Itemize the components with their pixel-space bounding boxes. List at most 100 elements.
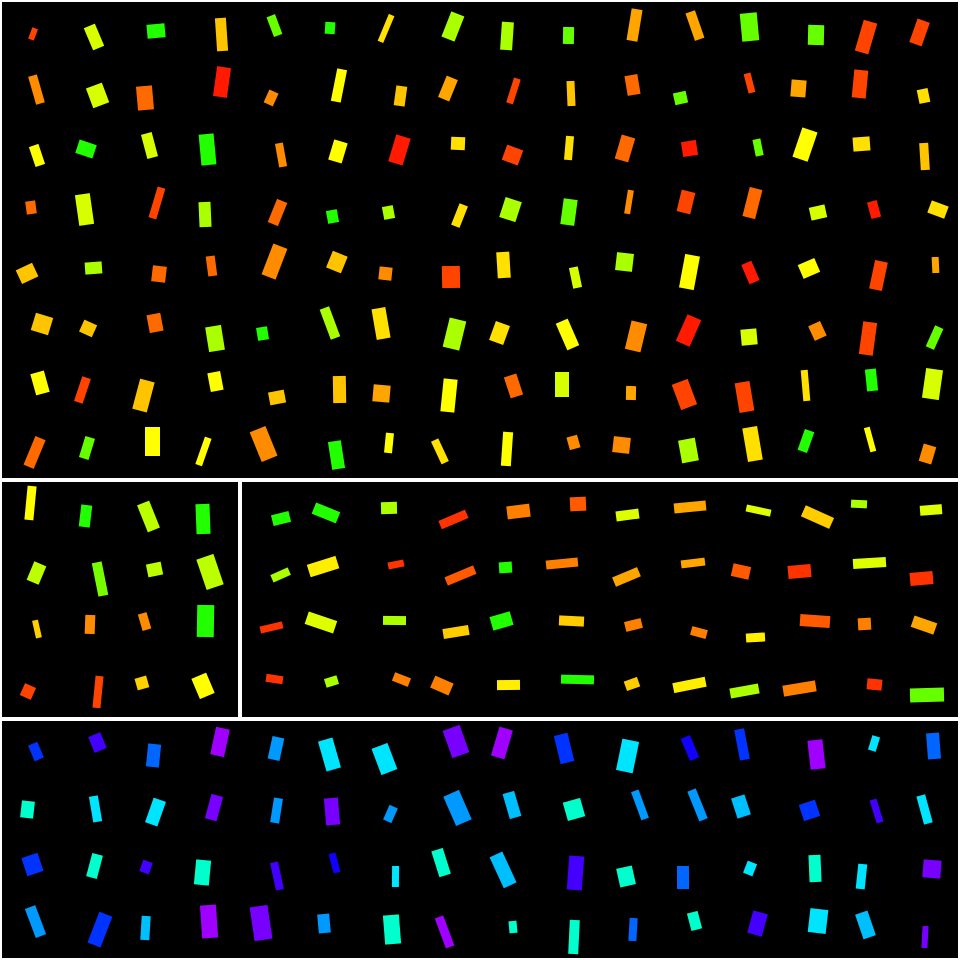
bar-middle-left-r4-c4	[190, 673, 214, 700]
bar-top-r4-c2	[75, 193, 95, 227]
bar-top-r6-c13	[740, 328, 758, 346]
bar-top-r2-c1	[28, 73, 46, 105]
bar-middle-right-r1-c5	[506, 503, 532, 520]
bar-middle-left-r3-c2	[84, 614, 96, 634]
bar-bottom-r1-c10	[553, 732, 574, 764]
bar-bottom-r3-c8	[431, 847, 451, 877]
bar-middle-right-r1-c9	[745, 504, 772, 517]
bar-top-r5-c11	[615, 251, 635, 272]
bar-top-r3-c6	[327, 139, 348, 163]
bar-bottom-r2-c7	[383, 804, 399, 823]
bar-bottom-r2-c4	[205, 793, 223, 821]
bar-top-r5-c16	[931, 257, 940, 274]
bar-bottom-r2-c2	[88, 795, 102, 823]
bar-top-r7-c2	[73, 376, 91, 404]
bar-middle-right-r3-c10	[799, 614, 830, 629]
bar-top-r5-c2	[84, 261, 103, 276]
bar-bottom-r2-c10	[562, 797, 585, 822]
bar-top-r8-c5	[249, 426, 278, 462]
bar-middle-right-r4-c7	[623, 676, 640, 691]
bar-middle-right-r2-c7	[611, 566, 641, 587]
bar-top-r7-c9	[504, 373, 523, 399]
bar-top-r8-c12	[678, 437, 699, 464]
bar-top-r3-c3	[141, 132, 159, 160]
bar-middle-right-r2-c8	[680, 557, 706, 568]
bar-top-r7-c16	[921, 368, 943, 401]
bar-middle-right-r1-c8	[673, 500, 706, 513]
middle-left-bar-field	[2, 482, 238, 717]
bar-top-r6-c4	[204, 324, 225, 352]
bar-top-r2-c7	[393, 85, 408, 107]
bar-middle-right-r2-c11	[852, 556, 887, 569]
bar-middle-right-r4-c2	[323, 674, 339, 688]
bar-top-r3-c16	[919, 143, 931, 171]
bar-top-r5-c6	[326, 250, 348, 273]
bar-middle-left-r3-c3	[137, 611, 152, 631]
bar-middle-right-r3-c1	[259, 621, 284, 634]
bar-bottom-r2-c5	[269, 797, 283, 825]
bar-middle-left-r2-c4	[196, 554, 224, 591]
bar-middle-left-r4-c1	[19, 683, 36, 700]
bar-top-r7-c1	[29, 370, 49, 396]
bar-top-r2-c9	[505, 76, 521, 104]
bar-top-r1-c3	[146, 23, 165, 39]
bar-bottom-r2-c12	[686, 788, 707, 822]
bar-top-r6-c11	[625, 320, 648, 353]
bar-top-r1-c7	[377, 13, 395, 44]
bar-top-r1-c13	[740, 12, 760, 42]
bar-bottom-r2-c1	[19, 800, 35, 819]
bar-top-r3-c14	[792, 127, 817, 162]
bar-middle-right-r2-c5	[498, 561, 512, 574]
bar-bottom-r2-c11	[630, 790, 649, 821]
bar-middle-right-r3-c3	[383, 615, 407, 625]
bar-bottom-r4-c9	[508, 921, 519, 935]
bar-middle-left-r4-c2	[92, 675, 105, 709]
bar-bottom-r4-c10	[567, 919, 580, 955]
bar-top-r8-c2	[78, 436, 95, 461]
bar-top-r7-c5	[267, 389, 286, 405]
bar-bottom-r1-c13	[734, 728, 750, 761]
bar-bottom-r4-c5	[249, 904, 273, 941]
bar-top-r1-c14	[807, 24, 824, 46]
bar-middle-right-r1-c4	[438, 509, 469, 529]
bar-bottom-r3-c11	[615, 865, 636, 887]
bar-bottom-r4-c15	[855, 910, 876, 939]
bar-top-r4-c15	[867, 200, 882, 220]
bar-middle-left-r2-c3	[145, 561, 163, 578]
bar-bottom-r1-c2	[88, 732, 108, 754]
bar-top-r1-c5	[266, 13, 283, 38]
bar-bottom-r2-c6	[323, 797, 340, 825]
bar-top-r5-c14	[798, 258, 821, 280]
bar-top-r4-c16	[927, 200, 949, 219]
bar-top-r2-c14	[790, 79, 807, 98]
bar-top-r8-c1	[23, 436, 46, 470]
bar-top-r6-c2	[78, 319, 98, 338]
bar-top-r5-c15	[869, 259, 888, 291]
bar-middle-right-r3-c2	[305, 611, 338, 633]
bar-top-r4-c13	[742, 186, 762, 219]
bar-top-r7-c12	[671, 378, 697, 410]
bar-middle-left-r1-c1	[24, 485, 37, 520]
bar-top-r5-c5	[261, 243, 287, 280]
bar-middle-right-r3-c6	[558, 615, 584, 627]
bar-top-r1-c1	[27, 27, 38, 42]
bar-top-r3-c11	[614, 134, 636, 162]
bar-top-r6-c7	[371, 307, 390, 340]
bar-top-r3-c2	[75, 139, 97, 159]
bar-top-r8-c4	[195, 436, 213, 466]
bar-middle-left-r1-c4	[195, 504, 211, 535]
bar-middle-right-r4-c10	[782, 680, 817, 698]
bar-top-r3-c15	[852, 136, 871, 152]
bar-middle-right-r4-c9	[729, 683, 760, 699]
bar-middle-right-r1-c1	[271, 511, 292, 527]
bar-middle-right-r1-c2	[311, 502, 341, 524]
bar-top-r6-c1	[30, 313, 54, 336]
bar-bottom-r1-c3	[145, 743, 161, 768]
bar-top-r7-c14	[800, 369, 811, 401]
bar-middle-right-r1-c12	[919, 503, 943, 516]
bar-top-r1-c11	[626, 8, 643, 43]
bar-bottom-r3-c12	[676, 865, 689, 889]
bar-top-r5-c4	[205, 255, 218, 277]
bar-bottom-r1-c16	[925, 732, 941, 760]
bar-top-r8-c15	[864, 427, 877, 453]
